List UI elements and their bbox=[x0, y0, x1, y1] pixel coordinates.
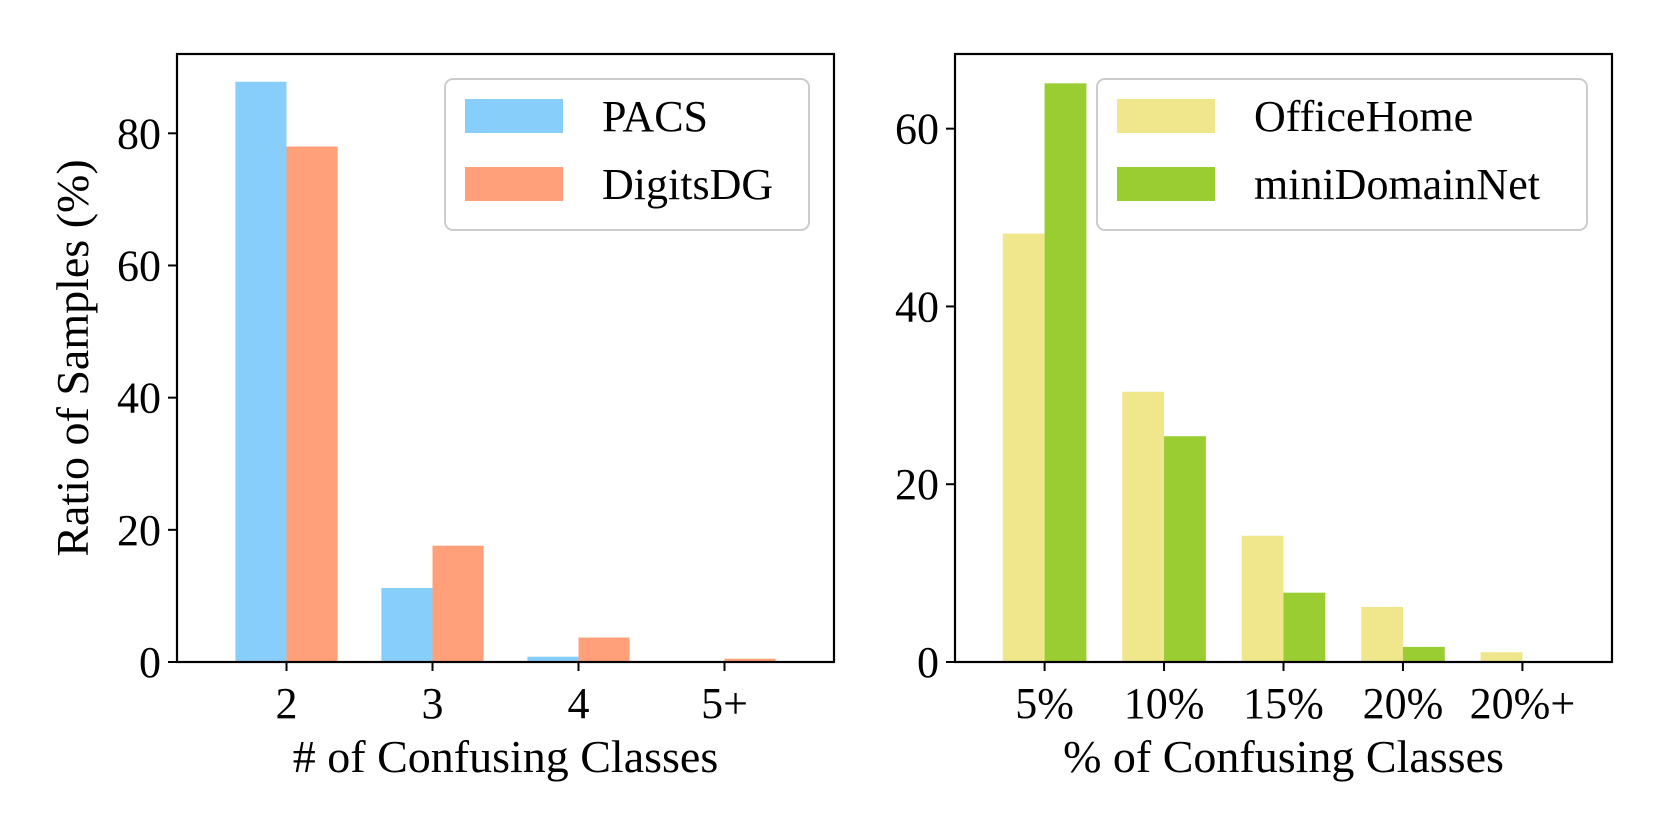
x-axis-label: # of Confusing Classes bbox=[293, 731, 719, 782]
legend-label-officehome: OfficeHome bbox=[1254, 92, 1473, 141]
bar-digitsdg-2 bbox=[286, 146, 338, 662]
x-tick-label: 5+ bbox=[701, 679, 748, 728]
x-tick-label: 10% bbox=[1124, 679, 1205, 728]
legend-swatch-officehome bbox=[1117, 99, 1215, 133]
y-tick-label: 60 bbox=[117, 241, 161, 290]
bar-digitsdg-4 bbox=[578, 637, 630, 662]
y-tick-label: 40 bbox=[895, 282, 939, 331]
bar-officehome-5 bbox=[1002, 233, 1045, 662]
x-tick-label: 4 bbox=[568, 679, 590, 728]
bar-minidomainnet-10 bbox=[1164, 436, 1206, 662]
x-tick-label: 20% bbox=[1363, 679, 1444, 728]
y-tick-label: 0 bbox=[139, 638, 161, 687]
bar-minidomainnet-5 bbox=[1044, 83, 1087, 662]
chart-2: 0 20 40 60 5% 10% 15% 20% 20%+% of Confusing Cla… bbox=[895, 52, 1614, 782]
y-tick-label: 40 bbox=[117, 374, 161, 423]
bar-officehome-20 bbox=[1480, 652, 1523, 662]
y-tick-label: 20 bbox=[117, 506, 161, 555]
bar-pacs-3 bbox=[381, 587, 433, 662]
legend-box bbox=[1096, 78, 1588, 231]
x-tick-label: 20%+ bbox=[1470, 679, 1575, 728]
x-tick-label: 5% bbox=[1015, 679, 1074, 728]
bar-minidomainnet-15 bbox=[1283, 592, 1326, 662]
x-tick-label: 15% bbox=[1243, 679, 1324, 728]
bar-digitsdg-3 bbox=[432, 545, 484, 662]
y-tick-label: 80 bbox=[117, 109, 161, 158]
legend-label-pacs: PACS bbox=[602, 92, 708, 141]
legend-label-digitsdg: DigitsDG bbox=[602, 160, 773, 209]
y-axis-label: Ratio of Samples (%) bbox=[47, 159, 98, 556]
x-axis-label: % of Confusing Classes bbox=[1063, 731, 1504, 782]
bar-digitsdg-5 bbox=[724, 658, 776, 662]
legend: PACS DigitsDG bbox=[444, 78, 810, 231]
y-tick-label: 0 bbox=[917, 638, 939, 687]
chart-1: 0 20 40 60 80 2 3 4 5+# of Confusing Classes Rati… bbox=[47, 52, 836, 782]
legend: OfficeHome miniDomainNet bbox=[1096, 78, 1588, 231]
bar-officehome-20 bbox=[1361, 606, 1403, 662]
x-tick-label: 3 bbox=[422, 679, 444, 728]
legend-swatch-minidomainnet bbox=[1117, 167, 1215, 201]
legend-label-minidomainnet: miniDomainNet bbox=[1254, 160, 1540, 209]
bar-pacs-2 bbox=[235, 81, 287, 662]
x-tick-label: 2 bbox=[276, 679, 298, 728]
bar-pacs-4 bbox=[527, 656, 579, 662]
bar-minidomainnet-20 bbox=[1402, 646, 1445, 662]
legend-swatch-pacs bbox=[465, 99, 563, 133]
plot-frame bbox=[175, 52, 836, 664]
y-tick-label: 60 bbox=[895, 105, 939, 154]
legend-swatch-digitsdg bbox=[465, 167, 563, 201]
bar-officehome-15 bbox=[1241, 535, 1284, 662]
bar-officehome-10 bbox=[1122, 391, 1165, 662]
y-tick-label: 20 bbox=[895, 460, 939, 509]
